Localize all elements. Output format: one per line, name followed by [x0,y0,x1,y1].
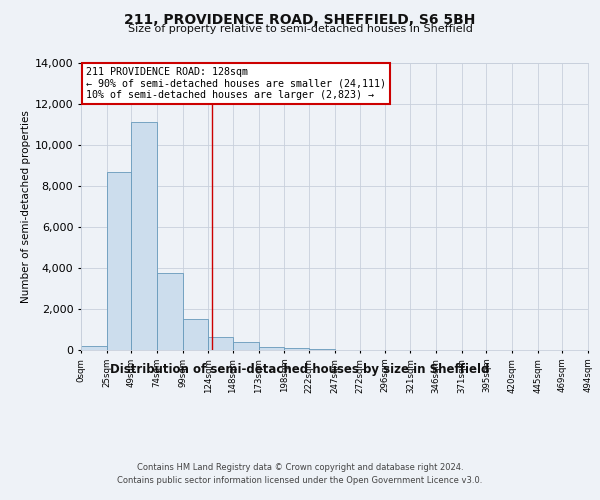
Bar [81,346,107,350]
Bar [233,342,259,350]
Y-axis label: Number of semi-detached properties: Number of semi-detached properties [20,110,31,302]
Bar [208,336,233,350]
Text: Contains public sector information licensed under the Open Government Licence v3: Contains public sector information licen… [118,476,482,485]
Bar [131,122,157,350]
Bar [259,347,284,350]
Bar [157,273,182,350]
Bar [107,172,131,350]
Text: 211, PROVIDENCE ROAD, SHEFFIELD, S6 5BH: 211, PROVIDENCE ROAD, SHEFFIELD, S6 5BH [124,12,476,26]
Text: Contains HM Land Registry data © Crown copyright and database right 2024.: Contains HM Land Registry data © Crown c… [137,462,463,471]
Text: 211 PROVIDENCE ROAD: 128sqm
← 90% of semi-detached houses are smaller (24,111)
1: 211 PROVIDENCE ROAD: 128sqm ← 90% of sem… [86,67,386,100]
Bar [284,348,309,350]
Text: Size of property relative to semi-detached houses in Sheffield: Size of property relative to semi-detach… [128,24,472,34]
Bar [182,319,208,350]
Text: Distribution of semi-detached houses by size in Sheffield: Distribution of semi-detached houses by … [110,362,490,376]
